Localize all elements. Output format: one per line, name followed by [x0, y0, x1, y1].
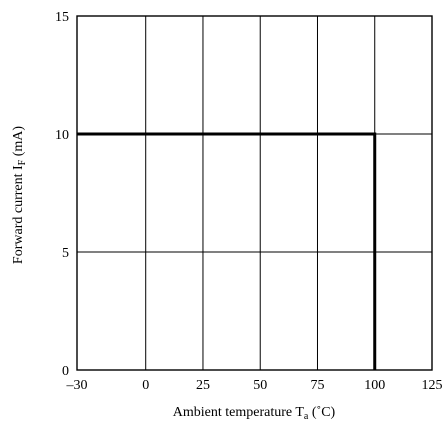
x-tick-label: 100 — [364, 378, 385, 393]
y-tick-label: 5 — [62, 246, 69, 261]
y-tick-label: 10 — [55, 128, 69, 143]
y-tick-label: 0 — [62, 364, 69, 379]
x-tick-label: 75 — [310, 378, 324, 393]
forward-current-limit-line — [77, 132, 377, 370]
x-axis-label: Ambient temperature Ta (˚C) — [173, 405, 336, 421]
y-tick-label: 15 — [55, 10, 69, 25]
x-tick-label: 125 — [422, 378, 443, 393]
x-tick-label: 50 — [253, 378, 267, 393]
plot-frame — [76, 15, 433, 371]
x-tick-label: –30 — [66, 378, 88, 393]
y-axis-label: Forward current IF (mA) — [11, 126, 28, 264]
x-tick-label: 25 — [196, 378, 210, 393]
x-tick-labels: –30 0 25 50 75 100 125 — [66, 378, 443, 393]
x-tick-label: 0 — [142, 378, 149, 393]
grid-lines — [77, 16, 432, 370]
y-tick-labels: 0 5 10 15 — [55, 10, 69, 379]
